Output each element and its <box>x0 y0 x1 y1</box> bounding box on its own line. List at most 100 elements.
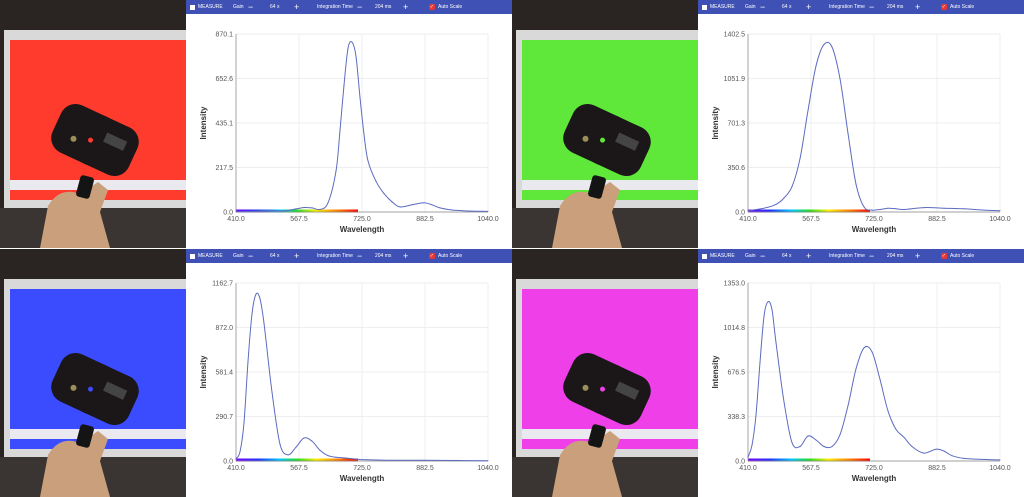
spectrum-data-point <box>399 206 401 208</box>
photo-illustration <box>0 249 186 497</box>
spectrum-data-point <box>391 201 393 203</box>
spectrum-data-point <box>831 46 833 48</box>
spectrum-panel-red: MEASURE Gain − 64 x + Integration Time −… <box>0 0 512 248</box>
spectrum-data-point <box>327 202 329 204</box>
stop-icon[interactable] <box>702 4 707 10</box>
device-photo <box>0 249 186 497</box>
gain-increase-button[interactable]: + <box>806 2 812 12</box>
y-axis-label: Intensity <box>199 106 208 139</box>
spectrum-data-point <box>487 460 489 462</box>
gain-label: Gain <box>745 253 756 259</box>
spectrum-data-point <box>895 208 897 210</box>
gain-increase-button[interactable]: + <box>294 2 300 12</box>
y-tick-label: 338.3 <box>727 414 745 421</box>
x-tick-label: 1040.0 <box>477 216 499 223</box>
spectrum-data-point <box>879 378 881 380</box>
spectrum-data-point <box>367 160 369 162</box>
spectrum-series-line <box>747 41 1001 212</box>
spectrum-data-point <box>335 456 337 458</box>
y-tick-label: 676.5 <box>727 370 745 377</box>
stop-icon[interactable] <box>190 4 195 10</box>
autoscale-checkbox[interactable]: ✓ <box>429 4 435 10</box>
spectrum-data-point <box>271 210 273 212</box>
x-tick-label: 410.0 <box>227 465 245 472</box>
spectrum-data-point <box>467 210 469 212</box>
integration-decrease-button[interactable]: − <box>869 251 875 261</box>
gain-label: Gain <box>233 253 244 259</box>
integration-decrease-button[interactable]: − <box>869 2 875 12</box>
x-axis-label: Wavelength <box>852 225 897 234</box>
spectrum-data-point <box>239 451 241 453</box>
y-tick-label: 1402.5 <box>724 32 746 39</box>
y-tick-label: 581.4 <box>215 370 233 377</box>
integration-decrease-button[interactable]: − <box>357 2 363 12</box>
visible-spectrum-bar <box>236 458 358 462</box>
integration-increase-button[interactable]: + <box>915 251 921 261</box>
integration-increase-button[interactable]: + <box>403 2 409 12</box>
measure-button[interactable]: MEASURE <box>198 253 223 259</box>
spectrum-panel-blue: MEASURE Gain − 64 x + Integration Time −… <box>0 249 512 497</box>
spectrum-data-point <box>311 440 313 442</box>
spectrum-data-point <box>343 84 345 86</box>
spectrum-data-point <box>351 41 353 43</box>
spectrum-data-point <box>983 458 985 460</box>
device-photo <box>512 0 698 248</box>
measure-button[interactable]: MEASURE <box>198 4 223 10</box>
y-tick-label: 350.6 <box>727 165 745 172</box>
x-tick-label: 410.0 <box>227 216 245 223</box>
measure-button[interactable]: MEASURE <box>710 253 735 259</box>
toolbar: MEASURE Gain − 64 x + Integration Time −… <box>698 0 1024 14</box>
spectrum-data-point <box>283 210 285 212</box>
spectrum-data-point <box>823 43 825 46</box>
stop-icon[interactable] <box>702 253 707 259</box>
gain-value: 64 x <box>270 4 280 10</box>
spectrum-data-point <box>375 180 377 182</box>
spectrum-data-point <box>791 442 793 444</box>
spectrum-data-point <box>303 437 305 439</box>
x-tick-label: 410.0 <box>739 465 757 472</box>
gain-increase-button[interactable]: + <box>294 251 300 261</box>
photo-illustration <box>512 249 698 497</box>
y-tick-label: 0.0 <box>735 210 745 217</box>
spectrum-data-point <box>775 342 777 344</box>
spectrum-data-point <box>319 208 321 211</box>
autoscale-checkbox[interactable]: ✓ <box>941 4 947 10</box>
gain-decrease-button[interactable]: − <box>248 2 254 12</box>
gain-decrease-button[interactable]: − <box>760 251 766 261</box>
y-tick-label: 435.1 <box>215 121 233 128</box>
spectrum-series-line <box>235 41 489 213</box>
spectrum-data-point <box>335 170 337 172</box>
integration-decrease-button[interactable]: − <box>357 251 363 261</box>
spectrum-data-point <box>863 347 865 349</box>
spectrum-data-point <box>343 457 345 459</box>
spectrum-chart: 0.0 350.6 701.3 1051.9 1402.5 410.0 567.5 725.0… <box>711 32 1011 235</box>
x-tick-label: 567.5 <box>802 216 820 223</box>
spectrum-data-point <box>763 207 765 209</box>
gain-decrease-button[interactable]: − <box>248 251 254 261</box>
spectrometer-ui: MEASURE Gain − 64 x + Integration Time −… <box>698 249 1024 497</box>
spectrum-data-point <box>831 445 833 448</box>
spectrum-data-point <box>767 301 769 303</box>
spectrum-data-point <box>807 109 809 112</box>
spectrum-data-point <box>903 436 905 438</box>
spectrum-data-point <box>295 208 297 210</box>
autoscale-checkbox[interactable]: ✓ <box>941 253 947 259</box>
spectrum-data-point <box>847 132 849 134</box>
spectrum-data-point <box>295 446 297 448</box>
integration-increase-button[interactable]: + <box>403 251 409 261</box>
autoscale-checkbox[interactable]: ✓ <box>429 253 435 259</box>
gain-decrease-button[interactable]: − <box>760 2 766 12</box>
integration-increase-button[interactable]: + <box>915 2 921 12</box>
stop-icon[interactable] <box>190 253 195 259</box>
spectrometer-ui: MEASURE Gain − 64 x + Integration Time −… <box>186 0 512 248</box>
spectrum-data-point <box>747 210 749 212</box>
x-tick-label: 725.0 <box>353 465 371 472</box>
spectrum-data-point <box>895 428 897 430</box>
measure-button[interactable]: MEASURE <box>710 4 735 10</box>
y-axis-label: Intensity <box>711 106 720 139</box>
spectrum-data-point <box>255 293 257 295</box>
spectrum-data-point <box>487 210 489 212</box>
y-tick-label: 872.0 <box>215 325 233 332</box>
gain-increase-button[interactable]: + <box>806 251 812 261</box>
spectrum-chart: 0.0 217.5 435.1 652.6 870.1 410.0 567.5 725.0 88… <box>199 32 499 235</box>
